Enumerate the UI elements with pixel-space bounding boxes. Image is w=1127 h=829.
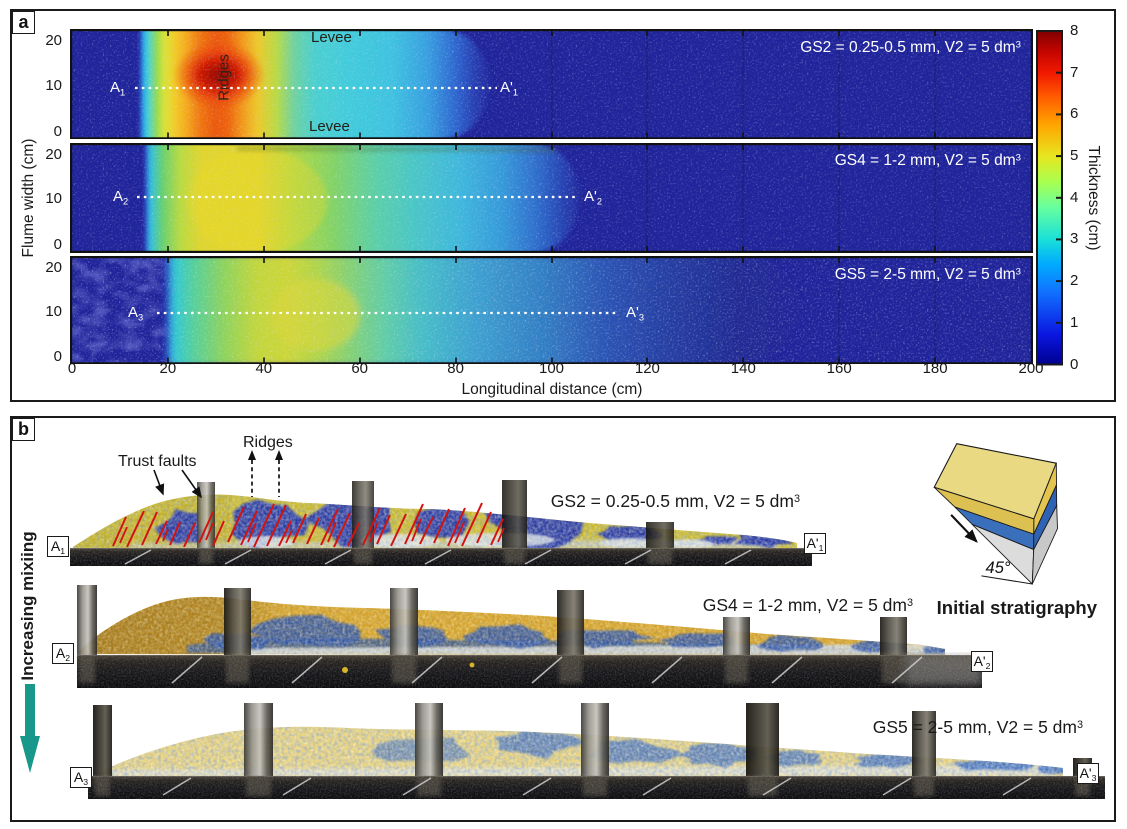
- svg-text:45°: 45°: [986, 559, 1011, 577]
